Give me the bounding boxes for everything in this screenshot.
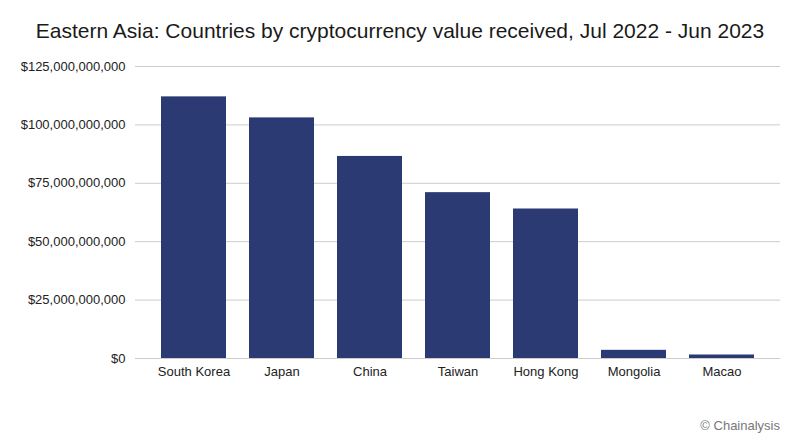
svg-text:$125,000,000,000: $125,000,000,000	[21, 59, 126, 74]
svg-text:$0: $0	[111, 351, 125, 366]
svg-text:$25,000,000,000: $25,000,000,000	[28, 292, 126, 307]
svg-text:Mongolia: Mongolia	[608, 364, 662, 379]
svg-text:Hong Kong: Hong Kong	[513, 364, 578, 379]
html-text:© Chainalysis: © Chainalysis	[700, 418, 780, 433]
svg-text:Macao: Macao	[702, 364, 741, 379]
svg-text:Taiwan: Taiwan	[438, 364, 478, 379]
html-text:Eastern Asia: Countries by cry: Eastern Asia: Countries by cryptocurrenc…	[35, 19, 765, 42]
svg-text:Japan: Japan	[264, 364, 299, 379]
svg-text:$75,000,000,000: $75,000,000,000	[28, 175, 126, 190]
svg-text:South Korea: South Korea	[158, 364, 231, 379]
svg-text:$50,000,000,000: $50,000,000,000	[28, 234, 126, 249]
svg-text:China: China	[353, 364, 388, 379]
svg-text:$100,000,000,000: $100,000,000,000	[21, 117, 126, 132]
